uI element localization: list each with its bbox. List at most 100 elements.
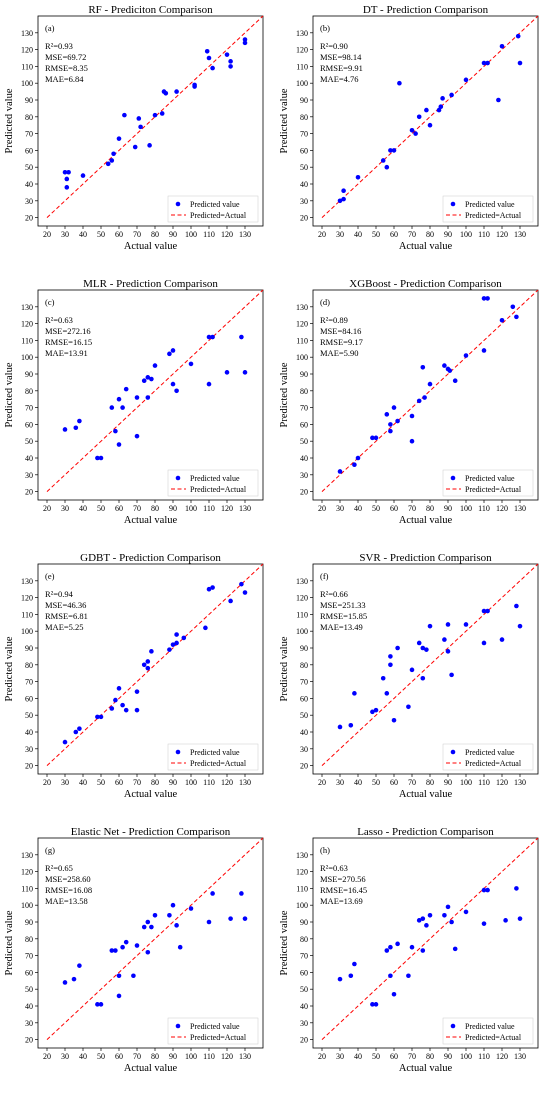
data-point xyxy=(62,980,68,985)
x-tick-label: 60 xyxy=(115,504,123,513)
data-point xyxy=(206,334,212,340)
data-point xyxy=(409,667,415,673)
data-point xyxy=(120,702,125,708)
x-tick-label: 90 xyxy=(444,778,452,787)
metric-text: MSE=270.56 xyxy=(320,874,366,884)
y-tick-label: 120 xyxy=(21,46,33,55)
legend-label-points: Predicted value xyxy=(190,474,240,483)
metric-text: MAE=5.90 xyxy=(320,348,359,358)
x-tick-label: 80 xyxy=(151,504,159,513)
data-point xyxy=(442,912,447,918)
x-tick-label: 50 xyxy=(97,778,105,787)
data-point xyxy=(463,622,469,627)
data-point xyxy=(427,623,433,629)
x-tick-label: 130 xyxy=(239,1052,251,1061)
legend-label-points: Predicted value xyxy=(190,748,240,757)
x-tick-label: 50 xyxy=(97,504,105,513)
x-tick-label: 130 xyxy=(514,778,526,787)
metric-text: MSE=251.33 xyxy=(320,600,366,610)
y-tick-label: 20 xyxy=(300,762,308,771)
data-point xyxy=(134,707,140,713)
data-point xyxy=(416,640,422,646)
legend-marker xyxy=(175,475,181,481)
y-tick-label: 20 xyxy=(25,488,33,497)
chart-panel-5: GDBT - Prediction Comparison 20 20 30 30 40 40… xyxy=(4,552,264,800)
data-point xyxy=(206,919,212,925)
x-tick-label: 100 xyxy=(185,504,197,513)
y-axis-label: Predicted value xyxy=(4,636,15,701)
metric-text: RMSE=15.85 xyxy=(320,611,367,621)
panel-label: (g) xyxy=(45,845,55,855)
data-point xyxy=(447,368,453,373)
x-tick-label: 90 xyxy=(169,230,177,239)
x-axis-label: Actual value xyxy=(124,241,178,252)
data-point xyxy=(449,92,454,98)
y-axis-label: Predicted value xyxy=(4,88,15,153)
x-tick-label: 80 xyxy=(151,230,159,239)
data-point xyxy=(481,887,487,893)
data-point xyxy=(116,686,122,691)
y-tick-label: 100 xyxy=(21,79,33,88)
chart-panel-2: DT - Prediction Comparison 20 20 30 30 40 40 50… xyxy=(279,4,539,252)
data-point xyxy=(416,398,422,404)
data-point xyxy=(384,164,390,170)
data-point xyxy=(337,469,343,474)
y-axis-label: Predicted value xyxy=(279,636,290,701)
data-point xyxy=(242,40,248,46)
data-point xyxy=(463,909,469,915)
x-axis-label: Actual value xyxy=(399,789,453,800)
y-tick-label: 110 xyxy=(296,336,308,345)
chart-panel-1: RF - Prediciton Comparison 20 20 30 30 40 40 50… xyxy=(4,4,264,252)
y-axis-label: Predicted value xyxy=(279,362,290,427)
legend-label-line: Predicted=Actual xyxy=(465,211,522,220)
x-axis-label: Actual value xyxy=(399,1063,453,1074)
data-point xyxy=(514,886,519,891)
x-tick-label: 80 xyxy=(426,504,434,513)
y-axis-label: Predicted value xyxy=(279,88,290,153)
data-point xyxy=(438,104,444,110)
x-tick-label: 100 xyxy=(185,230,197,239)
plot-frame xyxy=(37,837,264,1049)
data-point xyxy=(141,378,147,384)
y-tick-label: 100 xyxy=(296,627,308,636)
x-tick-label: 100 xyxy=(460,1052,472,1061)
x-tick-label: 100 xyxy=(185,1052,197,1061)
x-tick-label: 90 xyxy=(169,1052,177,1061)
x-tick-label: 30 xyxy=(336,1052,344,1061)
x-tick-label: 20 xyxy=(43,778,51,787)
legend-box xyxy=(167,743,259,771)
x-tick-label: 50 xyxy=(372,230,380,239)
x-tick-label: 30 xyxy=(61,778,69,787)
data-point xyxy=(123,939,129,945)
data-point xyxy=(77,726,82,731)
x-tick-label: 20 xyxy=(318,778,326,787)
data-point xyxy=(481,348,487,353)
data-point xyxy=(388,973,393,979)
y-tick-label: 50 xyxy=(25,437,33,446)
metric-text: MSE=98.14 xyxy=(320,52,362,62)
x-tick-label: 130 xyxy=(514,504,526,513)
data-point xyxy=(152,112,158,118)
data-point xyxy=(242,916,248,921)
data-point xyxy=(152,363,158,368)
x-tick-label: 110 xyxy=(203,778,215,787)
data-point xyxy=(120,405,125,410)
y-tick-label: 100 xyxy=(21,353,33,362)
y-tick-label: 30 xyxy=(25,745,33,754)
y-tick-label: 60 xyxy=(300,146,308,155)
legend-marker xyxy=(175,201,181,207)
data-point xyxy=(181,635,187,641)
y-tick-label: 120 xyxy=(296,868,308,877)
metric-text: MAE=13.58 xyxy=(45,896,88,906)
x-tick-label: 50 xyxy=(372,504,380,513)
y-tick-label: 70 xyxy=(25,404,33,413)
data-point xyxy=(481,296,487,301)
y-tick-label: 40 xyxy=(25,728,33,737)
y-tick-label: 70 xyxy=(25,678,33,687)
chart-panel-3: MLR - Prediction Comparison 20 20 30 30 40 40 5… xyxy=(4,278,264,526)
data-point xyxy=(116,136,122,141)
x-tick-label: 110 xyxy=(478,1052,490,1061)
data-point xyxy=(149,924,154,930)
y-tick-label: 20 xyxy=(300,488,308,497)
data-point xyxy=(420,916,426,921)
